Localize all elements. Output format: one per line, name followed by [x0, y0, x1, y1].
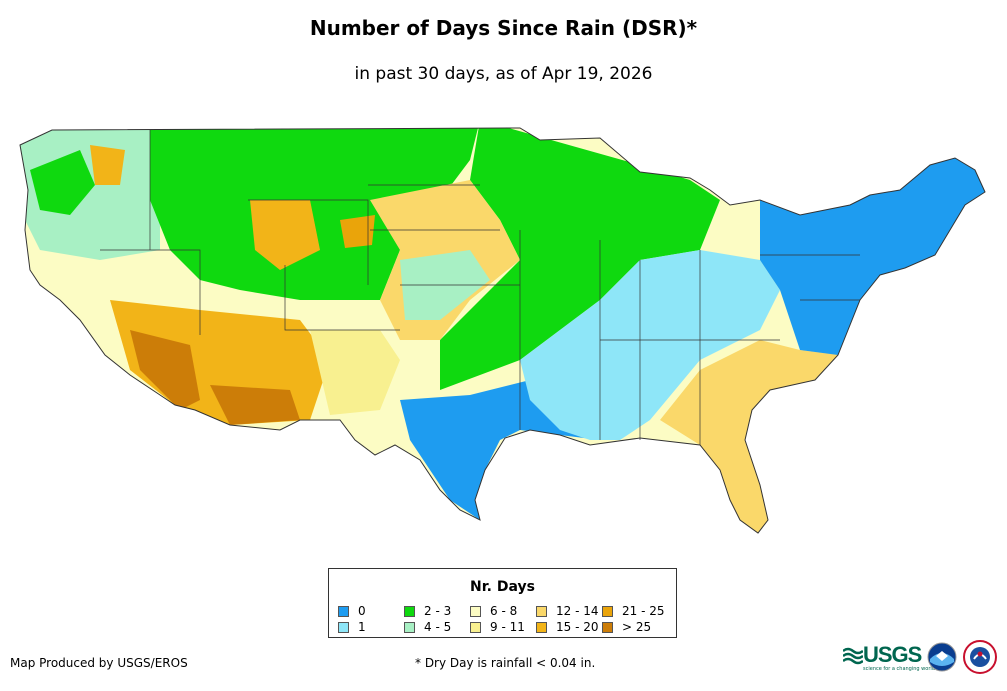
legend: Nr. Days 0 1 2 - 3 4 - 5 6 - 8 9 - 11 12…	[328, 568, 677, 638]
noaa-logo-icon	[927, 642, 957, 672]
usgs-tagline: science for a changing world	[863, 666, 935, 672]
legend-title: Nr. Days	[470, 579, 535, 595]
legend-item: 0	[338, 603, 404, 619]
region-wy-15-20	[250, 200, 320, 270]
dsr-map	[19, 127, 986, 534]
legend-item: 4 - 5	[404, 619, 470, 635]
us-outline	[19, 127, 986, 534]
legend-swatch	[602, 605, 613, 617]
region-midwest-2-3	[440, 128, 720, 390]
legend-swatch	[338, 605, 349, 617]
legend-items: 0 1 2 - 3 4 - 5 6 - 8 9 - 11 12 - 14 15 …	[338, 603, 668, 635]
region-ne-0	[760, 158, 985, 355]
region-nm-9-11	[310, 330, 400, 415]
legend-swatch	[536, 605, 547, 617]
legend-swatch	[470, 605, 481, 617]
legend-item: 1	[338, 619, 404, 635]
legend-item: 6 - 8	[470, 603, 536, 619]
region-az-s-gt-25	[210, 385, 300, 425]
legend-item: 12 - 14	[536, 603, 602, 619]
legend-item: 21 - 25	[602, 603, 668, 619]
region-north-2-3	[150, 128, 480, 300]
state-borders	[100, 130, 860, 445]
region-se-1	[520, 250, 780, 440]
legend-item: > 25	[602, 619, 668, 635]
legend-swatch	[602, 621, 613, 633]
legend-swatch	[470, 621, 481, 633]
legend-swatch	[338, 621, 349, 633]
legend-item: 15 - 20	[536, 619, 602, 635]
region-az-gt-25	[130, 330, 200, 410]
usgs-logo: USGS	[863, 642, 922, 667]
agency-logos: USGS science for a changing world	[843, 640, 1003, 680]
producer-credit: Map Produced by USGS/EROS	[10, 656, 188, 670]
nws-logo-icon	[963, 640, 997, 674]
map-subtitle: in past 30 days, as of Apr 19, 2026	[354, 64, 653, 84]
region-wa-15-20	[90, 145, 125, 185]
legend-swatch	[536, 621, 547, 633]
region-carolinas-12-14	[660, 340, 840, 533]
legend-item: 9 - 11	[470, 619, 536, 635]
usgs-wave-icon	[843, 647, 863, 665]
region-wa-2-3	[30, 150, 95, 215]
region-wy-21-25	[340, 215, 375, 248]
legend-swatch	[404, 621, 415, 633]
legend-swatch	[404, 605, 415, 617]
map-title: Number of Days Since Rain (DSR)*	[309, 16, 698, 40]
legend-item: 2 - 3	[404, 603, 470, 619]
dry-day-note: * Dry Day is rainfall < 0.04 in.	[415, 656, 596, 670]
